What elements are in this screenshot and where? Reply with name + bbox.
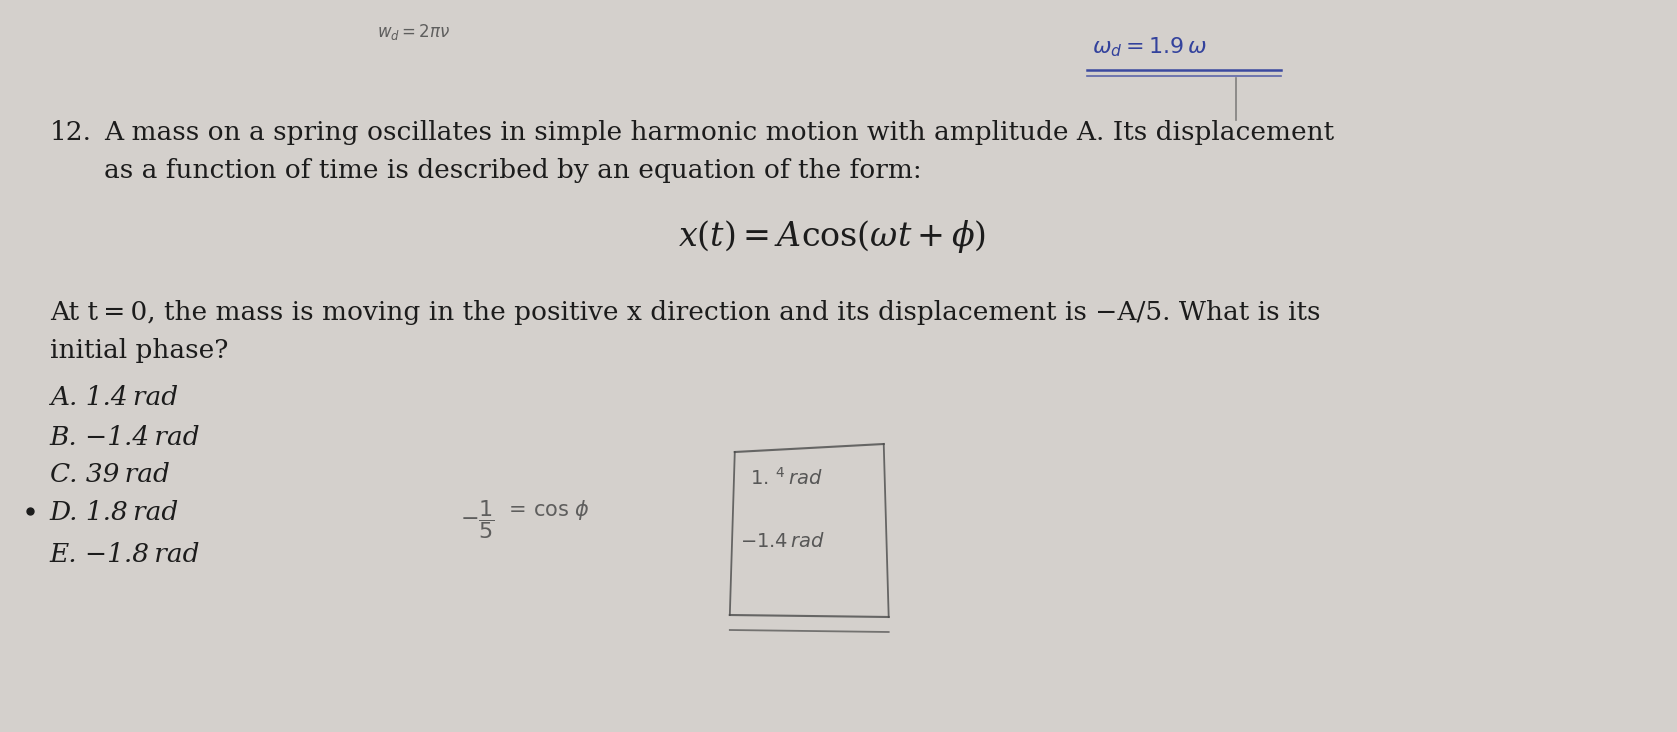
Text: A. 1.4 rad: A. 1.4 rad (50, 385, 178, 410)
Text: D. 1.8 rad: D. 1.8 rad (50, 500, 179, 525)
Text: $x(t) = A\cos(\omega t + \phi)$: $x(t) = A\cos(\omega t + \phi)$ (678, 218, 986, 255)
Text: $-1.4\,rad$: $-1.4\,rad$ (740, 532, 825, 551)
Text: $1.\,^4\,rad$: $1.\,^4\,rad$ (750, 467, 822, 489)
Text: 12.: 12. (50, 120, 92, 145)
Text: B. −1.4 rad: B. −1.4 rad (50, 425, 200, 450)
Text: $w_d = 2\pi\nu$: $w_d = 2\pi\nu$ (377, 22, 451, 42)
Text: $-\dfrac{1}{5}$: $-\dfrac{1}{5}$ (459, 498, 495, 541)
Text: initial phase?: initial phase? (50, 338, 228, 363)
Text: At t = 0, the mass is moving in the positive x direction and its displacement is: At t = 0, the mass is moving in the posi… (50, 300, 1320, 325)
Text: $\omega_d = 1.9\,\omega$: $\omega_d = 1.9\,\omega$ (1092, 35, 1207, 59)
Text: A mass on a spring oscillates in simple harmonic motion with amplitude A. Its di: A mass on a spring oscillates in simple … (104, 120, 1335, 145)
Text: E. −1.8 rad: E. −1.8 rad (50, 542, 200, 567)
Text: C. 39 rad: C. 39 rad (50, 462, 169, 487)
Text: $=\,\cos\,\phi$: $=\,\cos\,\phi$ (505, 498, 590, 522)
Text: as a function of time is described by an equation of the form:: as a function of time is described by an… (104, 158, 922, 183)
